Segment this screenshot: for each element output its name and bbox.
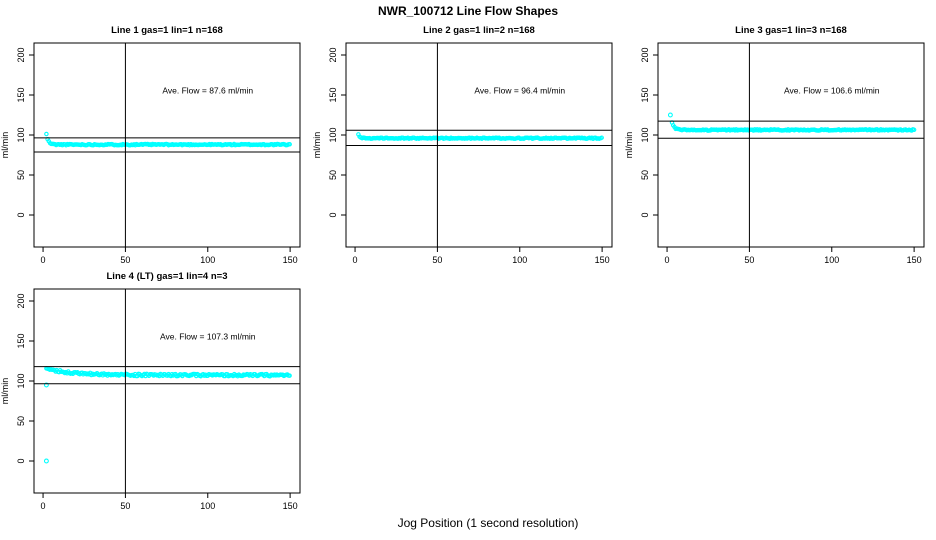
y-tick-label: 0 <box>640 212 650 217</box>
panel-line-1: Line 1 gas=1 lin=1 n=168 ml/min 0 50 100 150 0… <box>0 22 312 270</box>
avg-flow-annotation: Ave. Flow = 106.6 ml/min <box>784 85 880 95</box>
flow-point <box>287 142 292 147</box>
y-tick-label: 0 <box>16 458 26 463</box>
y-tick-label: 200 <box>640 47 650 62</box>
y-axis-unit-label: ml/min <box>0 378 10 405</box>
y-tick-label: 100 <box>328 127 338 142</box>
x-tick-label: 0 <box>665 255 670 265</box>
data-points <box>356 132 604 142</box>
y-tick-label: 150 <box>16 333 26 348</box>
outlier-point <box>667 112 673 118</box>
y-tick-label: 150 <box>328 87 338 102</box>
plot-box <box>345 42 613 248</box>
panel-line-2: Line 2 gas=1 lin=2 n=168 ml/min 0 50 100 150 0… <box>312 22 624 270</box>
y-tick-label: 0 <box>16 212 26 217</box>
panel-plot-svg: Line 2 gas=1 lin=2 n=168 ml/min 0 50 100 150 0… <box>312 25 613 265</box>
y-tick-label: 100 <box>16 373 26 388</box>
panel-plot-svg: Line 4 (LT) gas=1 lin=4 n=3 ml/min 0 50 100 1… <box>0 271 301 511</box>
flow-point <box>44 131 49 137</box>
y-tick-label: 200 <box>16 47 26 62</box>
x-tick-label: 50 <box>744 255 754 265</box>
y-tick-label: 50 <box>16 416 26 426</box>
y-tick-label: 200 <box>16 293 26 308</box>
x-tick-label: 50 <box>432 255 442 265</box>
x-tick-label: 0 <box>41 255 46 265</box>
x-tick-label: 150 <box>283 255 298 265</box>
y-tick-label: 50 <box>16 170 26 180</box>
y-tick-label: 100 <box>640 127 650 142</box>
panel-title: Line 3 gas=1 lin=3 n=168 <box>735 25 847 36</box>
avg-flow-annotation: Ave. Flow = 107.3 ml/min <box>160 331 256 341</box>
y-axis-unit-label: ml/min <box>0 132 10 159</box>
data-points <box>43 366 292 464</box>
y-tick-label: 150 <box>16 87 26 102</box>
x-tick-label: 150 <box>283 501 298 511</box>
y-tick-label: 150 <box>640 87 650 102</box>
avg-flow-annotation: Ave. Flow = 87.6 ml/min <box>162 85 253 95</box>
data-points <box>44 131 292 148</box>
panel-line-4: Line 4 (LT) gas=1 lin=4 n=3 ml/min 0 50 100 1… <box>0 268 312 516</box>
x-tick-label: 50 <box>120 501 130 511</box>
plot-box <box>33 288 301 494</box>
panel-line-3: Line 3 gas=1 lin=3 n=168 ml/min 0 50 100 150 0… <box>624 22 936 270</box>
outlier-point <box>43 458 49 464</box>
flow-point <box>599 135 604 140</box>
x-tick-label: 0 <box>353 255 358 265</box>
panel-plot-svg: Line 1 gas=1 lin=1 n=168 ml/min 0 50 100 150 0… <box>0 25 301 265</box>
x-tick-label: 100 <box>824 255 839 265</box>
y-tick-label: 50 <box>640 170 650 180</box>
panel-title: Line 1 gas=1 lin=1 n=168 <box>111 25 223 36</box>
x-tick-label: 50 <box>120 255 130 265</box>
avg-flow-annotation: Ave. Flow = 96.4 ml/min <box>474 85 565 95</box>
y-tick-label: 100 <box>16 127 26 142</box>
y-axis-unit-label: ml/min <box>624 132 634 159</box>
x-tick-label: 100 <box>200 501 215 511</box>
panel-plot-svg: Line 3 gas=1 lin=3 n=168 ml/min 0 50 100 150 0… <box>624 25 925 265</box>
plot-box <box>33 42 301 248</box>
data-points <box>667 112 917 133</box>
plot-box <box>657 42 925 248</box>
outlier-point <box>43 382 49 388</box>
y-axis-unit-label: ml/min <box>312 132 322 159</box>
y-tick-label: 200 <box>328 47 338 62</box>
x-tick-label: 0 <box>41 501 46 511</box>
y-tick-label: 0 <box>328 212 338 217</box>
panel-title: Line 4 (LT) gas=1 lin=4 n=3 <box>107 271 228 282</box>
x-tick-label: 100 <box>512 255 527 265</box>
figure-title: NWR_100712 Line Flow Shapes <box>377 4 559 18</box>
flow-point <box>287 373 292 378</box>
x-tick-label: 100 <box>200 255 215 265</box>
x-axis-label: Jog Position (1 second resolution) <box>397 516 579 530</box>
flow-point <box>911 127 917 133</box>
x-tick-label: 150 <box>595 255 610 265</box>
panel-title: Line 2 gas=1 lin=2 n=168 <box>423 25 535 36</box>
x-tick-label: 150 <box>907 255 922 265</box>
y-tick-label: 50 <box>328 170 338 180</box>
